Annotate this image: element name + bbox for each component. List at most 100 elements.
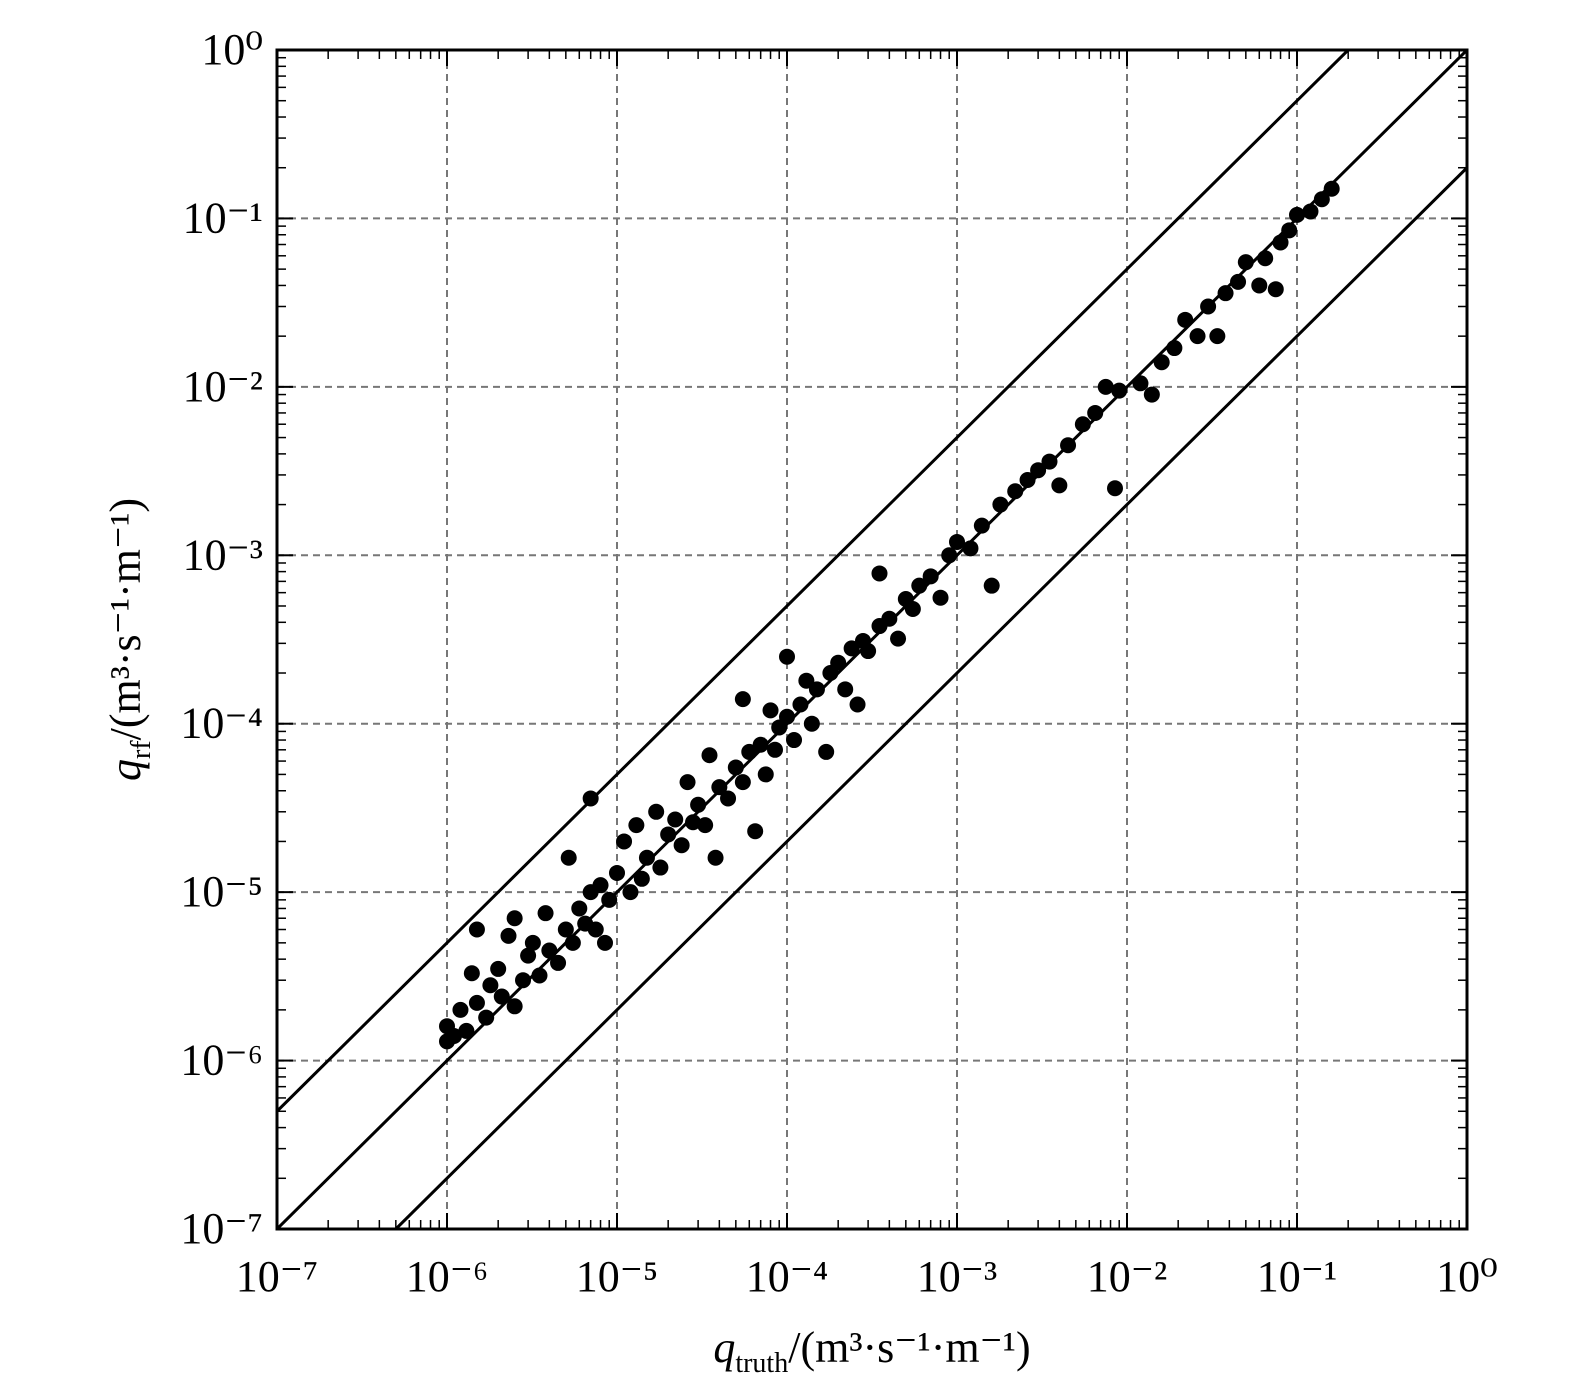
point xyxy=(560,849,577,866)
x-tick-label: 10⁰ xyxy=(1436,1252,1498,1301)
plot-frame xyxy=(275,48,1469,1231)
point xyxy=(648,803,665,820)
point xyxy=(550,954,567,971)
point xyxy=(949,533,965,550)
point xyxy=(478,1009,495,1026)
point xyxy=(767,741,784,758)
point xyxy=(983,577,1000,594)
y-tick-label: 10⁻⁶ xyxy=(180,1036,263,1085)
point xyxy=(707,849,724,866)
point xyxy=(1230,273,1247,290)
label-subscript: truth xyxy=(735,1348,788,1379)
reference-line xyxy=(277,50,1350,1113)
point xyxy=(1313,191,1330,208)
point xyxy=(468,921,485,938)
point xyxy=(628,817,645,834)
point xyxy=(458,1022,475,1039)
point xyxy=(837,681,854,698)
label-subscript: rf xyxy=(126,740,157,759)
point xyxy=(1143,386,1160,403)
point xyxy=(537,905,554,922)
point xyxy=(747,823,764,840)
point xyxy=(849,696,866,713)
point xyxy=(673,837,690,854)
point xyxy=(1217,285,1234,302)
point xyxy=(798,672,815,689)
point xyxy=(922,568,939,585)
point xyxy=(1281,222,1298,239)
point xyxy=(587,921,604,938)
y-tick-label: 10⁻¹ xyxy=(183,193,263,242)
y-tick-label: 10⁰ xyxy=(201,25,263,74)
point xyxy=(616,833,633,850)
point xyxy=(830,654,847,671)
y-tick-label: 10⁻⁵ xyxy=(180,867,263,916)
point xyxy=(597,934,614,951)
point xyxy=(1019,471,1036,488)
x-tick-label: 10⁻⁵ xyxy=(576,1252,659,1301)
point xyxy=(622,884,639,901)
point xyxy=(592,877,609,894)
reference-line xyxy=(277,50,1467,1229)
x-tick-label: 10⁻⁶ xyxy=(406,1252,489,1301)
point xyxy=(506,998,523,1015)
point xyxy=(808,681,825,698)
point xyxy=(734,774,751,791)
point xyxy=(667,811,684,828)
point xyxy=(752,736,769,753)
point xyxy=(757,766,774,783)
point xyxy=(557,921,574,938)
point xyxy=(446,1027,463,1044)
label-symbol: q xyxy=(101,759,150,781)
point xyxy=(1289,206,1305,223)
point xyxy=(871,565,888,582)
point xyxy=(1166,340,1183,357)
point xyxy=(803,715,820,732)
point xyxy=(609,864,625,881)
point xyxy=(500,927,517,944)
point xyxy=(1051,477,1068,494)
point xyxy=(1097,378,1114,395)
label-unit: /(m³·s⁻¹·m⁻¹) xyxy=(788,1323,1030,1372)
point xyxy=(1257,250,1274,267)
point xyxy=(1107,480,1124,497)
ylabel-label: qrf/(m³·s⁻¹·m⁻¹) xyxy=(101,498,157,781)
point xyxy=(1189,328,1206,345)
label-symbol: q xyxy=(713,1323,735,1372)
point xyxy=(468,994,485,1011)
point xyxy=(633,870,650,887)
point xyxy=(524,934,541,951)
point xyxy=(463,965,480,982)
point xyxy=(652,859,669,876)
point xyxy=(452,1001,469,1018)
point xyxy=(1209,328,1226,345)
x-tick-label: 10⁻¹ xyxy=(1257,1252,1337,1301)
point xyxy=(1267,281,1284,298)
point xyxy=(1323,180,1340,197)
reference-line xyxy=(394,166,1467,1229)
y-tick-label: 10⁻⁴ xyxy=(180,699,263,748)
point xyxy=(571,900,588,917)
x-tick-label: 10⁻³ xyxy=(917,1252,997,1301)
point xyxy=(818,743,835,760)
point xyxy=(734,691,751,708)
point xyxy=(685,814,702,831)
point xyxy=(520,947,537,964)
point xyxy=(786,732,803,749)
point xyxy=(890,630,907,647)
point xyxy=(973,517,990,534)
point xyxy=(762,702,779,719)
point xyxy=(720,790,737,807)
point xyxy=(711,779,728,796)
point xyxy=(679,774,696,791)
point xyxy=(697,817,714,834)
label-unit: /(m³·s⁻¹·m⁻¹) xyxy=(101,498,150,740)
xlabel-label: qtruth/(m³·s⁻¹·m⁻¹) xyxy=(713,1323,1030,1379)
series-group xyxy=(277,50,1467,1229)
y-tick-label: 10⁻³ xyxy=(183,530,263,579)
point xyxy=(1251,277,1268,294)
point xyxy=(490,960,507,977)
point xyxy=(932,589,949,606)
point xyxy=(1030,462,1047,479)
